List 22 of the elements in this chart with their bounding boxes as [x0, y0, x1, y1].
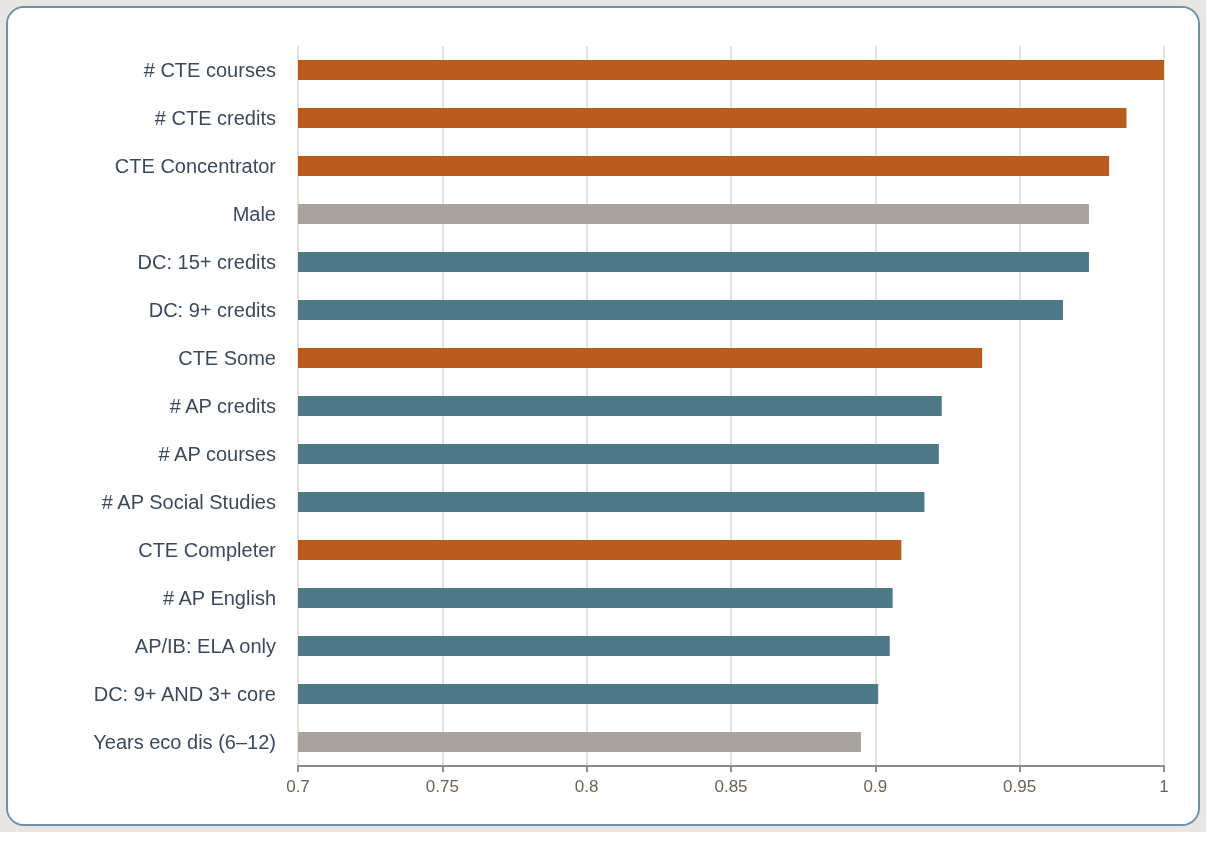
x-tick-label: 1	[1159, 777, 1169, 796]
x-tick-label: 0.75	[425, 777, 459, 796]
y-tick-label: CTE Some	[178, 347, 276, 369]
y-tick-label: AP/IB: ELA only	[134, 635, 276, 657]
y-tick-label: DC: 15+ credits	[137, 251, 276, 273]
y-tick-label: CTE Completer	[138, 539, 277, 561]
y-tick-label: # CTE courses	[143, 59, 276, 81]
y-tick-label: # AP courses	[158, 443, 276, 465]
x-tick-label: 0.95	[1003, 777, 1037, 796]
y-tick-label: # CTE credits	[154, 107, 276, 129]
y-tick-label: DC: 9+ AND 3+ core	[93, 683, 276, 705]
y-tick-label: # AP credits	[169, 395, 276, 417]
x-tick-label: 0.85	[714, 777, 748, 796]
y-tick-label: DC: 9+ credits	[148, 299, 276, 321]
y-tick-label: Male	[232, 203, 276, 225]
x-tick-label: 0.9	[863, 777, 888, 796]
x-tick-label: 0.7	[286, 777, 310, 796]
y-tick-label: # AP English	[162, 587, 276, 609]
x-tick-label: 0.8	[574, 777, 599, 796]
y-tick-label: CTE Concentrator	[114, 155, 277, 177]
y-tick-label: Years eco dis (6–12)	[93, 731, 276, 753]
y-tick-label: # AP Social Studies	[101, 491, 276, 513]
